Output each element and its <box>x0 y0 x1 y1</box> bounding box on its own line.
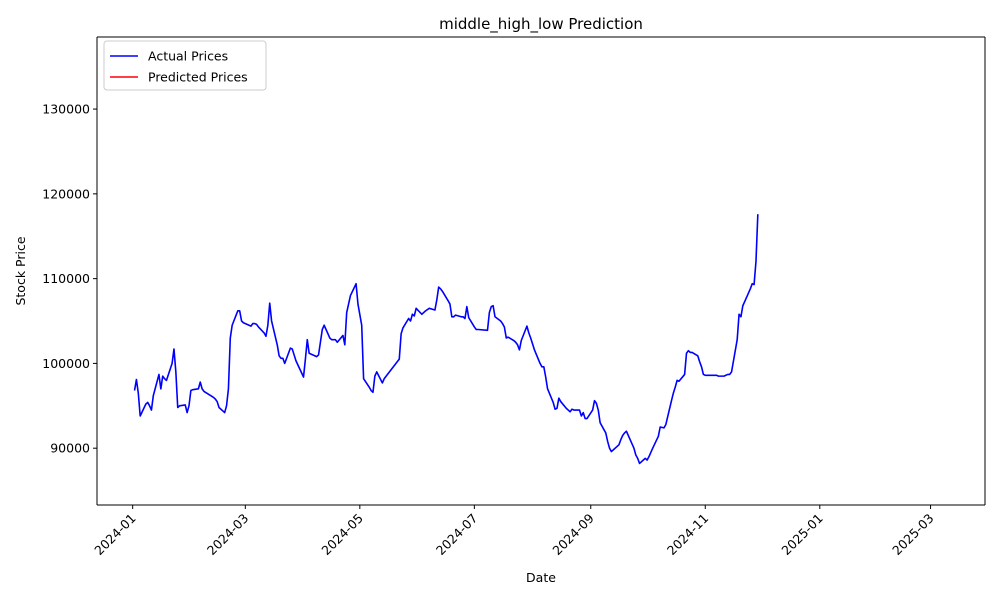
legend-label-0: Actual Prices <box>148 49 228 64</box>
y-tick-label: 100000 <box>42 356 90 371</box>
legend: Actual Prices Predicted Prices <box>103 40 267 91</box>
legend-label-1: Predicted Prices <box>148 70 248 85</box>
chart-title: middle_high_low Prediction <box>439 15 643 34</box>
x-axis-title: Date <box>526 570 556 585</box>
legend-entries: Actual Prices Predicted Prices <box>110 49 248 85</box>
plot-area <box>97 37 985 505</box>
series-line-0 <box>133 214 759 465</box>
y-tick-label: 120000 <box>42 186 90 201</box>
y-axis-title: Stock Price <box>13 236 28 305</box>
y-tick-label: 90000 <box>50 441 90 456</box>
y-ticks: 90000 100000 110000 120000 130000 <box>42 102 97 456</box>
y-tick-label: 110000 <box>42 271 90 286</box>
legend-box <box>103 40 267 91</box>
series-layer <box>133 214 759 465</box>
y-tick-label: 130000 <box>42 102 90 117</box>
